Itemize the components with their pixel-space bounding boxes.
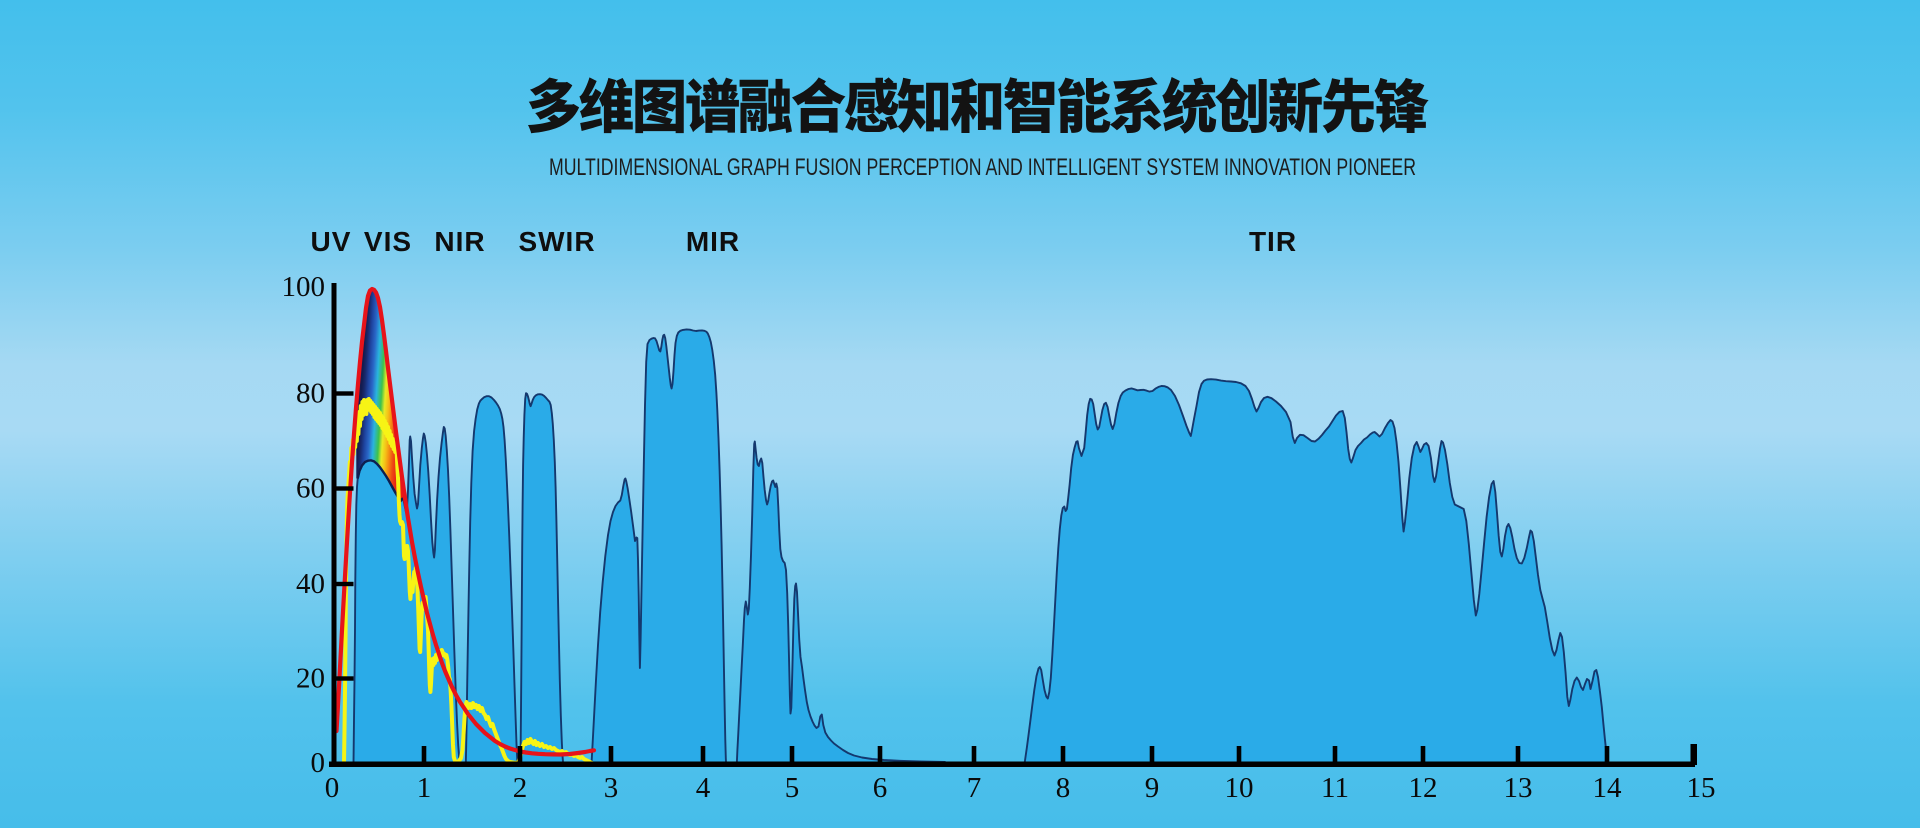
svg-text:MULTIDIMENSIONAL GRAPH FUSION: MULTIDIMENSIONAL GRAPH FUSION PERCEPTION… <box>549 154 1416 181</box>
svg-text:0: 0 <box>311 747 326 779</box>
svg-text:11: 11 <box>1321 772 1349 804</box>
svg-text:8: 8 <box>1056 772 1071 804</box>
svg-text:80: 80 <box>296 378 325 410</box>
svg-text:UV: UV <box>311 226 352 257</box>
svg-text:NIR: NIR <box>434 226 485 257</box>
svg-text:10: 10 <box>1225 772 1254 804</box>
svg-text:15: 15 <box>1687 772 1716 804</box>
svg-text:TIR: TIR <box>1249 226 1297 257</box>
svg-text:6: 6 <box>873 772 888 804</box>
svg-text:SWIR: SWIR <box>518 226 595 257</box>
svg-text:3: 3 <box>604 772 619 804</box>
svg-text:7: 7 <box>967 772 982 804</box>
svg-text:5: 5 <box>785 772 800 804</box>
svg-text:9: 9 <box>1145 772 1160 804</box>
svg-text:60: 60 <box>296 473 325 505</box>
svg-text:13: 13 <box>1504 772 1533 804</box>
svg-text:1: 1 <box>417 772 432 804</box>
svg-text:14: 14 <box>1593 772 1623 804</box>
svg-text:VIS: VIS <box>364 226 412 257</box>
svg-text:12: 12 <box>1409 772 1438 804</box>
svg-text:2: 2 <box>513 772 528 804</box>
svg-text:0: 0 <box>325 772 340 804</box>
svg-text:20: 20 <box>296 663 325 695</box>
svg-text:4: 4 <box>696 772 711 804</box>
svg-text:40: 40 <box>296 568 325 600</box>
svg-text:100: 100 <box>282 271 326 303</box>
svg-text:MIR: MIR <box>686 226 740 257</box>
